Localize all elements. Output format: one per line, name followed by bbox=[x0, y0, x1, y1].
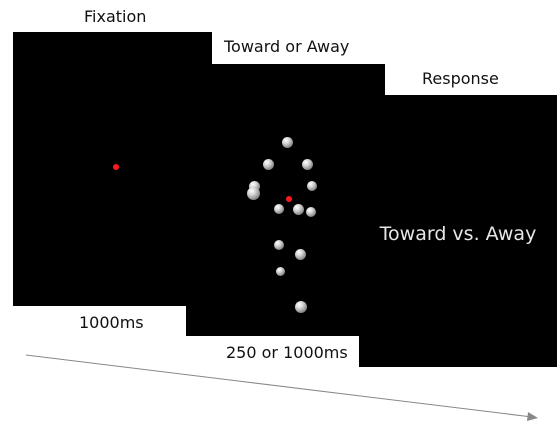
response-title: Response bbox=[422, 69, 499, 88]
fixation-dot bbox=[286, 196, 292, 202]
fixation-dot bbox=[113, 164, 119, 170]
response-prompt: Toward vs. Away bbox=[379, 223, 537, 245]
time-arrow-line bbox=[25, 354, 533, 418]
walker-dot bbox=[307, 181, 317, 191]
time-arrowhead bbox=[527, 412, 538, 421]
walker-dot bbox=[302, 159, 313, 170]
fixation-screen bbox=[13, 32, 212, 306]
walker-dot bbox=[306, 207, 316, 217]
walker-dot bbox=[293, 204, 304, 215]
walker-dot bbox=[247, 187, 260, 200]
walker-dot bbox=[274, 240, 284, 250]
walker-dot bbox=[249, 181, 260, 192]
fixation-duration: 1000ms bbox=[79, 313, 144, 332]
walker-dot bbox=[295, 301, 307, 313]
walker-dot bbox=[274, 204, 284, 214]
response-screen: Toward vs. Away bbox=[359, 95, 557, 367]
toward-away-duration: 250 or 1000ms bbox=[226, 343, 348, 362]
walker-dot bbox=[276, 267, 285, 276]
toward-away-title: Toward or Away bbox=[224, 37, 350, 56]
walker-dot bbox=[295, 249, 306, 260]
point-light-screen bbox=[186, 64, 385, 336]
walker-dot bbox=[263, 159, 274, 170]
fixation-title: Fixation bbox=[84, 7, 147, 26]
walker-dot bbox=[282, 137, 293, 148]
